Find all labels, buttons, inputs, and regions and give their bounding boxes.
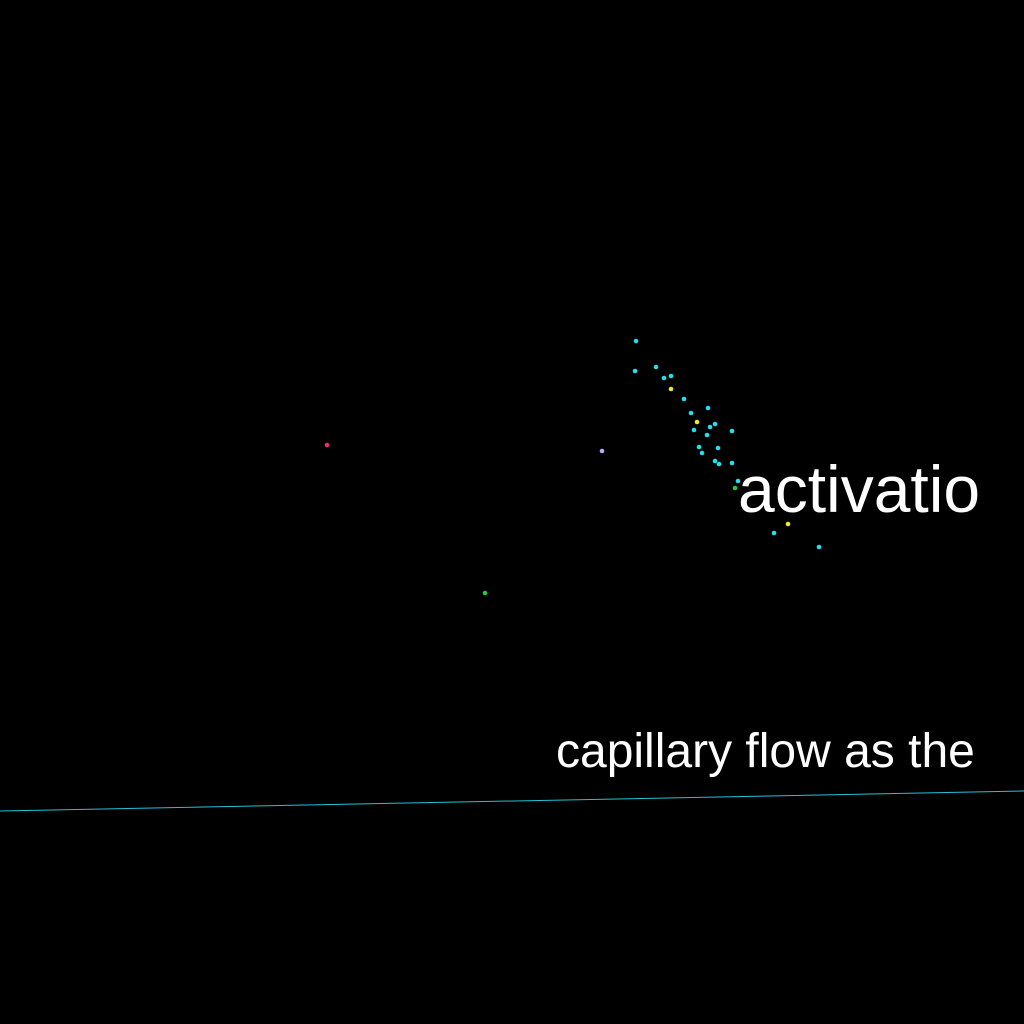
- scatter-point-18: [712, 458, 718, 464]
- scatter-point-22: [732, 485, 738, 491]
- scatter-point-7: [688, 410, 694, 416]
- scatter-point-25: [816, 544, 822, 550]
- scatter-point-19: [716, 461, 722, 467]
- scatter-point-26: [324, 442, 330, 448]
- scatter-point-21: [735, 478, 741, 484]
- points-layer: [324, 338, 822, 596]
- scatter-point-2: [653, 364, 659, 370]
- scatter-point-8: [705, 405, 711, 411]
- scatter-point-4: [668, 373, 674, 379]
- scatter-point-14: [729, 428, 735, 434]
- scatter-point-27: [599, 448, 605, 454]
- scatter-point-12: [712, 421, 718, 427]
- baseline-line: [0, 790, 1024, 812]
- scatter-point-10: [691, 427, 697, 433]
- scatter-point-24: [771, 530, 777, 536]
- scatter-point-5: [668, 386, 674, 392]
- annotation-activation: activatio: [738, 452, 981, 526]
- scatter-point-16: [715, 445, 721, 451]
- scatter-point-20: [729, 460, 735, 466]
- scatter-point-11: [707, 424, 713, 430]
- scatter-point-6: [681, 396, 687, 402]
- scatter-point-0: [633, 338, 639, 344]
- scatter-point-23: [785, 521, 791, 527]
- annotation-capillary: capillary flow as the: [556, 725, 975, 778]
- scatter-point-1: [632, 368, 638, 374]
- scatter-point-15: [696, 444, 702, 450]
- scatter-point-3: [661, 375, 667, 381]
- scatter-point-28: [482, 590, 488, 596]
- scatter-point-9: [694, 419, 700, 425]
- scatter-point-13: [704, 432, 710, 438]
- scatter-point-17: [699, 450, 705, 456]
